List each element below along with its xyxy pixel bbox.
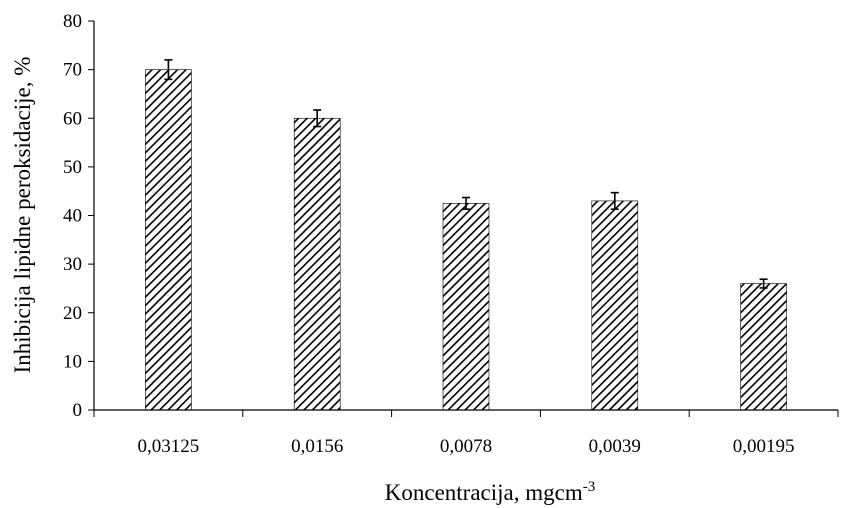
x-tick-label: 0,03125 (138, 436, 200, 457)
y-tick-label: 30 (63, 254, 82, 275)
bar-4 (591, 200, 639, 411)
y-tick-label: 50 (63, 157, 82, 178)
bar-5 (740, 283, 787, 411)
error-bar-5 (759, 278, 768, 289)
bar-1 (145, 69, 192, 411)
x-tick-label: 0,00195 (733, 436, 795, 457)
error-bar-3 (462, 196, 470, 210)
error-bar-2 (313, 109, 322, 128)
y-tick-label: 40 (63, 206, 82, 227)
bar-3 (442, 203, 490, 411)
y-tick-label: 20 (63, 303, 82, 324)
error-bar-4 (610, 191, 619, 210)
x-tick-label: 0,0078 (440, 436, 492, 457)
x-tick-label: 0,0039 (589, 436, 641, 457)
y-tick-label: 80 (63, 11, 82, 32)
y-tick-label: 60 (63, 108, 82, 129)
x-axis-title-main: Koncentracija, mgcm (385, 480, 583, 505)
error-bar-1 (164, 59, 173, 81)
x-axis-title-superscript: -3 (583, 479, 596, 495)
y-tick-label: 70 (63, 60, 82, 81)
y-tick-label: 10 (63, 351, 82, 372)
x-tick-label: 0,0156 (291, 436, 343, 457)
y-axis-title: Inhibicija lipidne peroksidacije, % (10, 57, 35, 374)
bar-2 (293, 117, 341, 411)
y-tick-label: 0 (73, 400, 83, 421)
x-axis-title: Koncentracija, mgcm-3 (385, 479, 595, 505)
